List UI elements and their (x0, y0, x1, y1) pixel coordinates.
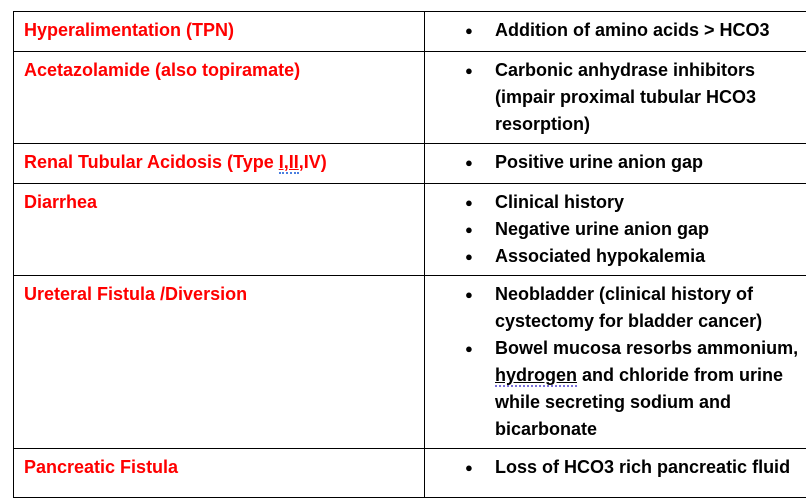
bullet-icon: ● (465, 243, 495, 270)
bullet-text: Clinical history (495, 189, 806, 216)
bullet-item: ● Loss of HCO3 rich pancreatic fluid (425, 454, 806, 481)
cause-text-prefix: Renal Tubular Acidosis (Type (24, 152, 279, 172)
bullet-icon: ● (465, 149, 495, 176)
cause-text-suffix: ,IV) (299, 152, 327, 172)
bullet-text: Addition of amino acids > HCO3 (495, 17, 806, 44)
bullet-item: ● Neobladder (clinical history of cystec… (425, 281, 806, 335)
bullet-text: Neobladder (clinical history of cystecto… (495, 281, 806, 335)
bullet-icon: ● (465, 281, 495, 308)
cause-label: Hyperalimentation (TPN) (24, 20, 234, 40)
bullet-icon: ● (465, 17, 495, 44)
bullet-text: Negative urine anion gap (495, 216, 806, 243)
table-row: Acetazolamide (also topiramate) ● Carbon… (14, 52, 806, 144)
bullet-text: Carbonic anhydrase inhibitors (impair pr… (495, 57, 806, 138)
bullet-icon: ● (465, 335, 495, 362)
desc-cell: ● Loss of HCO3 rich pancreatic fluid (425, 449, 806, 498)
document-page: Hyperalimentation (TPN) ● Addition of am… (0, 0, 806, 452)
bullet-item: ● Clinical history (425, 189, 806, 216)
table-row: Hyperalimentation (TPN) ● Addition of am… (14, 12, 806, 52)
bullet-icon: ● (465, 189, 495, 216)
bullet-text: Bowel mucosa resorbs ammonium, hydrogen … (495, 335, 806, 443)
cause-cell: Ureteral Fistula /Diversion (14, 276, 425, 449)
bullet-item: ● Carbonic anhydrase inhibitors (impair … (425, 57, 806, 138)
bullet-text-underlined: hydrogen (495, 365, 577, 387)
cause-cell: Diarrhea (14, 184, 425, 276)
bullet-item: ● Associated hypokalemia (425, 243, 806, 270)
bullet-icon: ● (465, 454, 495, 481)
cause-label: Ureteral Fistula /Diversion (24, 284, 247, 304)
desc-cell: ● Clinical history ● Negative urine anio… (425, 184, 806, 276)
cause-cell: Hyperalimentation (TPN) (14, 12, 425, 52)
bullet-text-prefix: Bowel mucosa resorbs ammonium, (495, 338, 798, 358)
desc-cell: ● Neobladder (clinical history of cystec… (425, 276, 806, 449)
desc-cell: ● Carbonic anhydrase inhibitors (impair … (425, 52, 806, 144)
table-row: Diarrhea ● Clinical history ● Negative u… (14, 184, 806, 276)
cause-cell: Renal Tubular Acidosis (Type I,II,IV) (14, 144, 425, 184)
cause-label: Diarrhea (24, 192, 97, 212)
table-row: Ureteral Fistula /Diversion ● Neobladder… (14, 276, 806, 449)
cause-label: Acetazolamide (also topiramate) (24, 60, 300, 80)
desc-cell: ● Addition of amino acids > HCO3 (425, 12, 806, 52)
bullet-item: ● Bowel mucosa resorbs ammonium, hydroge… (425, 335, 806, 443)
bullet-icon: ● (465, 216, 495, 243)
cause-cell: Pancreatic Fistula (14, 449, 425, 498)
bullet-icon: ● (465, 57, 495, 84)
table-row: Renal Tubular Acidosis (Type I,II,IV) ● … (14, 144, 806, 184)
bullet-text: Positive urine anion gap (495, 149, 806, 176)
cause-label: Pancreatic Fistula (24, 457, 178, 477)
bullet-item: ● Positive urine anion gap (425, 149, 806, 176)
cause-text-underlined: I,II (279, 152, 299, 174)
bullet-item: ● Addition of amino acids > HCO3 (425, 17, 806, 44)
cause-label: Renal Tubular Acidosis (Type I,II,IV) (24, 152, 327, 174)
bullet-text: Loss of HCO3 rich pancreatic fluid (495, 454, 806, 481)
table-row: Pancreatic Fistula ● Loss of HCO3 rich p… (14, 449, 806, 498)
cause-cell: Acetazolamide (also topiramate) (14, 52, 425, 144)
bullet-text: Associated hypokalemia (495, 243, 806, 270)
bullet-item: ● Negative urine anion gap (425, 216, 806, 243)
desc-cell: ● Positive urine anion gap (425, 144, 806, 184)
metabolic-acidosis-causes-table: Hyperalimentation (TPN) ● Addition of am… (13, 11, 806, 498)
